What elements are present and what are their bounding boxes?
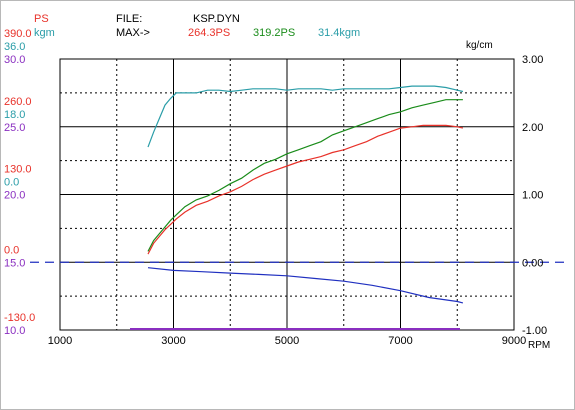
max-ps2-value: 319.2PS	[253, 27, 296, 39]
file-label: FILE:	[116, 13, 143, 25]
right-tick-label: 3.00	[522, 54, 543, 66]
x-tick-label: 7000	[388, 335, 412, 347]
left-axis-label: 10.0	[4, 325, 25, 337]
right-axis-unit: kg/cm	[466, 40, 493, 51]
left-axis-label: 30.0	[4, 54, 25, 66]
right-tick-label: 2.00	[522, 122, 543, 134]
file-name: KSP.DYN	[193, 13, 240, 25]
max-kgm-value: 31.4kgm	[318, 27, 361, 39]
left-axis-label: -130.0	[4, 312, 35, 324]
series-line-ref_blue	[147, 267, 464, 304]
right-tick-label: -1.00	[522, 325, 547, 337]
kgm-unit-label: kgm	[34, 27, 55, 39]
left-axis-label: 390.0	[4, 28, 32, 40]
left-axis-label: 20.0	[4, 190, 25, 202]
left-axis-label: 130.0	[4, 164, 32, 176]
left-axis-label: 25.0	[4, 122, 25, 134]
left-axis-label: 260.0	[4, 96, 32, 108]
left-axis-label: 18.0	[4, 109, 25, 121]
right-tick-label: 0.00	[522, 257, 543, 269]
left-axis-label: 0.0	[4, 244, 19, 256]
x-tick-label: 3000	[161, 335, 185, 347]
left-axis-label: 0.0	[4, 177, 19, 189]
max-ps-value: 264.3PS	[188, 27, 231, 39]
x-tick-label: 1000	[48, 335, 72, 347]
left-axis-label: 36.0	[4, 41, 25, 53]
left-axis-label: 15.0	[4, 257, 25, 269]
x-axis-label: RPM	[528, 340, 550, 351]
series-line-power_green	[147, 99, 463, 252]
x-tick-label: 5000	[275, 335, 299, 347]
right-tick-label: 1.00	[522, 190, 543, 202]
ps-unit-label: PS	[34, 13, 49, 25]
max-label: MAX->	[116, 27, 150, 39]
series-line-ps_red	[147, 124, 464, 255]
series-line-ps_upper_teal	[147, 85, 464, 148]
x-tick-label: 9000	[502, 335, 526, 347]
